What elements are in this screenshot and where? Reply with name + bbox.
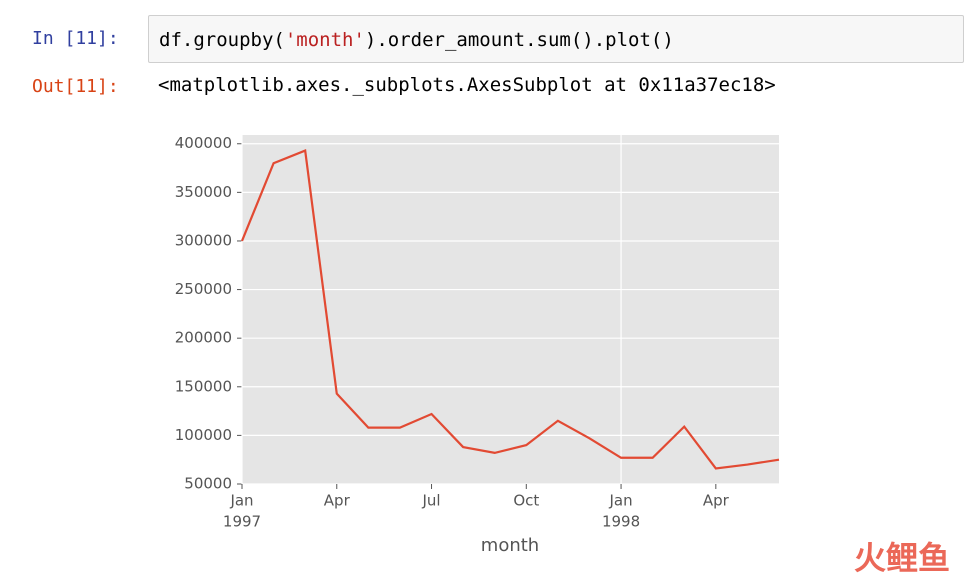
output-prompt: Out[11]: <box>32 76 119 97</box>
y-tick-label: 200000 <box>175 329 232 347</box>
y-tick-label: 50000 <box>184 475 232 493</box>
x-tick-label: Jan <box>229 492 253 510</box>
y-tick-label: 400000 <box>175 134 232 152</box>
plot-area <box>242 135 779 484</box>
y-tick-label: 250000 <box>175 280 232 298</box>
x-tick-label: Apr <box>703 492 730 510</box>
data-line <box>240 149 780 470</box>
output-text: <matplotlib.axes._subplots.AxesSubplot a… <box>158 74 776 96</box>
y-tick-label: 350000 <box>175 183 232 201</box>
x-tick-label: Apr <box>324 492 351 510</box>
code-cell[interactable]: df.groupby('month').order_amount.sum().p… <box>148 15 964 63</box>
x-tick-label: Oct <box>513 492 539 510</box>
y-tick-label: 150000 <box>175 377 232 395</box>
y-tick-label: 300000 <box>175 231 232 249</box>
code-string: 'month' <box>284 29 365 51</box>
y-tick-label: 100000 <box>175 426 232 444</box>
x-tick-year: 1997 <box>223 513 261 531</box>
x-tick-year: 1998 <box>602 513 640 531</box>
x-tick-label: Jul <box>421 492 440 510</box>
input-prompt: In [11]: <box>32 28 119 49</box>
code: df.groupby( <box>159 29 285 51</box>
x-axis-label: month <box>481 535 539 556</box>
x-tick-label: Jan <box>608 492 632 510</box>
code: ).order_amount.sum().plot() <box>364 29 674 51</box>
watermark: 火鲤鱼 <box>854 539 950 577</box>
